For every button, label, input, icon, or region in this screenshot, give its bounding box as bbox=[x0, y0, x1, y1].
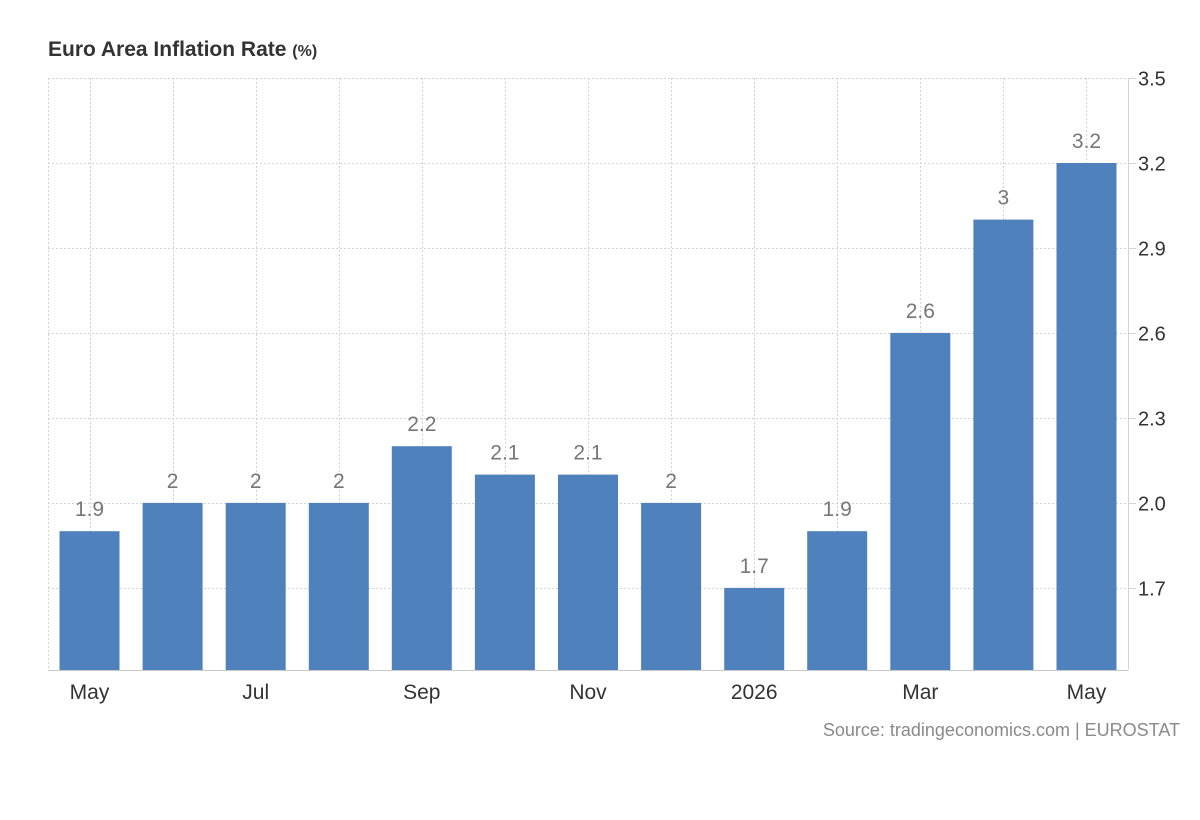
bar-value-label: 2 bbox=[167, 470, 179, 493]
bar[interactable] bbox=[59, 531, 120, 670]
bar[interactable] bbox=[807, 531, 868, 670]
bar-value-label: 3.2 bbox=[1072, 130, 1101, 153]
bar-value-label: 2.2 bbox=[407, 413, 436, 436]
bar-value-label: 2 bbox=[665, 470, 677, 493]
source-note: Source: tradingeconomics.com | EUROSTAT bbox=[822, 720, 1180, 740]
chart-title: Euro Area Inflation Rate (%) bbox=[48, 38, 317, 62]
x-tick-label: May bbox=[70, 681, 110, 704]
x-tick-label: Jul bbox=[242, 681, 269, 704]
x-tick-label: Nov bbox=[569, 681, 607, 704]
y-tick-label: 2.9 bbox=[1138, 239, 1166, 261]
bar-value-label: 2 bbox=[333, 470, 345, 493]
axes: 1.7 2.0 2.3 2.6 2.9 3.2 3.5 May Jul Sep Nov 2026 Mar… bbox=[48, 69, 1166, 704]
data-labels: 1.9 2 2 2 2.2 2.1 2.1 2 1.7 1.9 2.6 3 3.2 bbox=[75, 130, 1101, 578]
bar-value-label: 1.9 bbox=[823, 498, 852, 521]
y-tick-label: 1.7 bbox=[1138, 579, 1166, 601]
bar[interactable] bbox=[558, 474, 618, 670]
bar[interactable] bbox=[890, 332, 951, 670]
y-tick-label: 2.6 bbox=[1138, 324, 1166, 346]
bar[interactable] bbox=[391, 446, 452, 670]
bar-value-label: 2.1 bbox=[573, 442, 602, 465]
bars bbox=[59, 163, 1117, 670]
chart-title-unit: (%) bbox=[292, 43, 318, 60]
chart-plot: 1.9 2 2 2 2.2 2.1 2.1 2 1.7 1.9 2.6 3 3.2 1.7 2.0 2.3 2… bbox=[48, 69, 1166, 704]
bar-value-label: 3 bbox=[998, 187, 1010, 210]
x-tick-label: Sep bbox=[403, 681, 440, 704]
bar[interactable] bbox=[641, 502, 702, 670]
bar[interactable] bbox=[142, 502, 203, 670]
y-tick-label: 3.5 bbox=[1138, 69, 1166, 91]
y-tick-label: 3.2 bbox=[1138, 154, 1166, 176]
x-tick-label: May bbox=[1067, 681, 1107, 704]
bar-value-label: 2.6 bbox=[906, 300, 935, 323]
bar-value-label: 1.7 bbox=[740, 555, 769, 578]
bar[interactable] bbox=[724, 587, 785, 670]
x-tick-label: 2026 bbox=[731, 681, 778, 704]
bar-value-label: 2 bbox=[250, 470, 262, 493]
x-tick-label: Mar bbox=[902, 681, 938, 704]
y-tick-label: 2.0 bbox=[1138, 494, 1166, 516]
bar[interactable] bbox=[225, 502, 286, 670]
y-tick-label: 2.3 bbox=[1138, 409, 1166, 431]
chart-title-text: Euro Area Inflation Rate bbox=[48, 38, 287, 61]
bar-value-label: 1.9 bbox=[75, 498, 104, 521]
bar[interactable] bbox=[474, 474, 535, 670]
bar[interactable] bbox=[308, 502, 369, 670]
bar[interactable] bbox=[973, 219, 1034, 670]
bar[interactable] bbox=[1056, 163, 1117, 670]
bar-value-label: 2.1 bbox=[490, 442, 519, 465]
